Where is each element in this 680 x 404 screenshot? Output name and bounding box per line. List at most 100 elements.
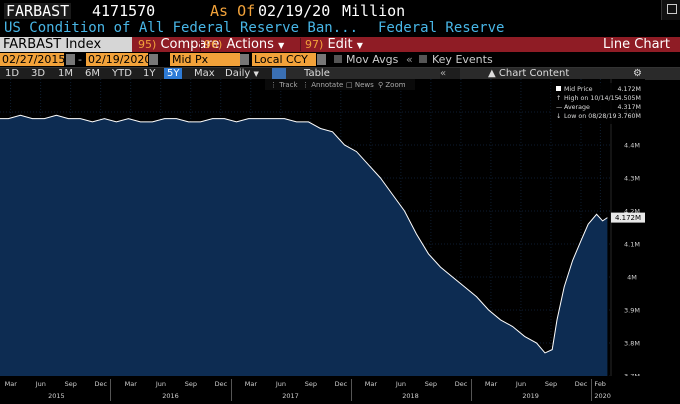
- gear-icon[interactable]: ⚙: [633, 68, 642, 79]
- period-3d[interactable]: 3D: [31, 68, 46, 79]
- period-5y[interactable]: 5Y: [164, 68, 183, 80]
- x-tick-label: Jun: [515, 380, 527, 388]
- start-date-input[interactable]: 02/27/2015: [0, 53, 66, 66]
- y-tick-label: 4.3M: [624, 175, 640, 183]
- x-tick-label: Dec: [214, 380, 228, 388]
- mov-avgs-checkbox[interactable]: [334, 55, 342, 63]
- end-date-input[interactable]: 02/19/2020: [86, 53, 152, 66]
- dropdown-icon[interactable]: [240, 54, 249, 65]
- legend-swatch: [556, 86, 561, 91]
- x-year-label: 2017: [282, 392, 299, 400]
- y-tick-label: 3.7M: [624, 373, 640, 380]
- chevron-down-icon: ▼: [356, 41, 363, 50]
- legend-value-low: 3.760M: [618, 113, 641, 120]
- x-year-label: 2020: [594, 392, 611, 400]
- legend-label-mid: Mid Price: [564, 86, 593, 93]
- period-ytd[interactable]: YTD: [112, 68, 132, 79]
- chart-controls: 02/27/2015 - 02/19/2020 Mid Px Local CCY…: [0, 52, 680, 67]
- y-tick-label: 4.2M: [624, 208, 640, 216]
- legend-label-high: High on 10/14/15: [564, 95, 619, 102]
- legend-value-avg: 4.317M: [618, 104, 641, 111]
- collapse-icon[interactable]: «: [440, 68, 447, 79]
- x-tick-label: Mar: [484, 380, 498, 388]
- period-max[interactable]: Max: [194, 68, 215, 79]
- news-tool[interactable]: □ News: [346, 81, 374, 89]
- y-tick-label: 3.8M: [624, 340, 640, 348]
- x-tick-label: Sep: [184, 380, 198, 388]
- x-tick-label: Jun: [155, 380, 166, 388]
- security-field[interactable]: FARBAST Index: [0, 37, 132, 52]
- chevron-down-icon: ▼: [253, 70, 259, 78]
- x-tick-label: Jun: [275, 380, 286, 388]
- description-row: US Condition of All Federal Reserve Ban.…: [0, 21, 680, 37]
- svg-text:↓: ↓: [556, 113, 561, 120]
- mid-price-line: [0, 114, 608, 354]
- track-tool[interactable]: ⋮ Track: [270, 81, 298, 89]
- x-tick-label: Mar: [244, 380, 258, 388]
- collapse-icon[interactable]: «: [406, 53, 413, 66]
- security-header: FARBAST 4171570 As Of 02/19/20 Million: [0, 0, 680, 22]
- x-tick-label: Mar: [4, 380, 17, 388]
- latest-value: 4171570: [92, 2, 156, 20]
- chart-legend: Mid Price 4.172M ↑ High on 10/14/15 4.50…: [551, 83, 645, 124]
- x-tick-label: Jun: [395, 380, 406, 388]
- area-fill: [0, 115, 608, 377]
- table-button[interactable]: Table: [304, 68, 330, 79]
- year-separator: [110, 379, 112, 401]
- edit-button[interactable]: 97) Edit ▼: [305, 37, 363, 52]
- period-1d[interactable]: 1D: [5, 68, 20, 79]
- year-separator: [230, 379, 232, 401]
- svg-text:—: —: [556, 104, 562, 111]
- as-of-label: As Of: [210, 2, 256, 20]
- x-tick-label: Dec: [574, 380, 588, 388]
- x-tick-label: Mar: [364, 380, 378, 388]
- frequency-select[interactable]: Daily ▼: [225, 68, 259, 79]
- year-separator: [590, 379, 592, 401]
- x-tick-label: Dec: [334, 380, 348, 388]
- ticker-label: FARBAST: [4, 2, 72, 20]
- unit-label: Million: [342, 2, 406, 20]
- chevron-down-icon: ▼: [278, 41, 285, 50]
- annotate-tool[interactable]: ⋮ Annotate: [302, 81, 343, 89]
- period-1y[interactable]: 1Y: [143, 68, 156, 79]
- compare-button[interactable]: 95) Compare: [138, 37, 220, 52]
- period-bar: 1D 3D 1M 6M YTD 1Y 5Y Max Daily ▼ Table …: [0, 67, 680, 80]
- zoom-tool[interactable]: ⚲ Zoom: [378, 81, 406, 89]
- chart-tools: ⋮ Track ⋮ Annotate □ News ⚲ Zoom: [265, 79, 415, 90]
- legend-label-avg: Average: [564, 104, 590, 111]
- x-tick-label: Sep: [424, 380, 438, 388]
- y-tick-label: 4.1M: [624, 241, 640, 249]
- legend-label-low: Low on 08/28/19: [564, 113, 617, 120]
- x-axis: [0, 376, 645, 379]
- calendar-icon[interactable]: [149, 54, 158, 65]
- x-year-label: 2019: [522, 392, 539, 400]
- line-chart-icon[interactable]: [272, 68, 286, 79]
- chart-content-button[interactable]: ▲ Chart Content: [488, 68, 570, 79]
- dropdown-icon[interactable]: [317, 54, 326, 65]
- x-tick-label: Sep: [304, 380, 318, 388]
- x-year-label: 2015: [48, 392, 65, 400]
- year-separator: [470, 379, 472, 401]
- actions-button[interactable]: 96) Actions ▼: [204, 37, 285, 52]
- currency-select[interactable]: Local CCY: [252, 53, 316, 66]
- mov-avgs-label: Mov Avgs: [346, 53, 399, 66]
- period-1m[interactable]: 1M: [58, 68, 73, 79]
- x-tick-label: Mar: [124, 380, 137, 388]
- period-6m[interactable]: 6M: [85, 68, 100, 79]
- x-tick-label: Jun: [35, 380, 46, 388]
- x-axis-labels: Mar Jun Sep Dec Mar Jun Sep Dec Mar Jun Sep Dec Mar J…: [0, 379, 645, 404]
- as-of-date: 02/19/20: [258, 2, 331, 20]
- last-value-tag: 4.172M: [611, 212, 645, 223]
- key-events-checkbox[interactable]: [419, 55, 427, 63]
- x-tick-label: Dec: [94, 380, 108, 388]
- maximize-icon[interactable]: [661, 0, 680, 20]
- year-separator: [350, 379, 352, 401]
- field-select[interactable]: Mid Px: [170, 53, 240, 66]
- x-tick-label: Dec: [454, 380, 468, 388]
- x-tick-label: Sep: [544, 380, 558, 388]
- calendar-icon[interactable]: [66, 54, 75, 65]
- x-tick-label: Feb: [594, 380, 606, 388]
- series-description: US Condition of All Federal Reserve Ban.…: [4, 20, 359, 36]
